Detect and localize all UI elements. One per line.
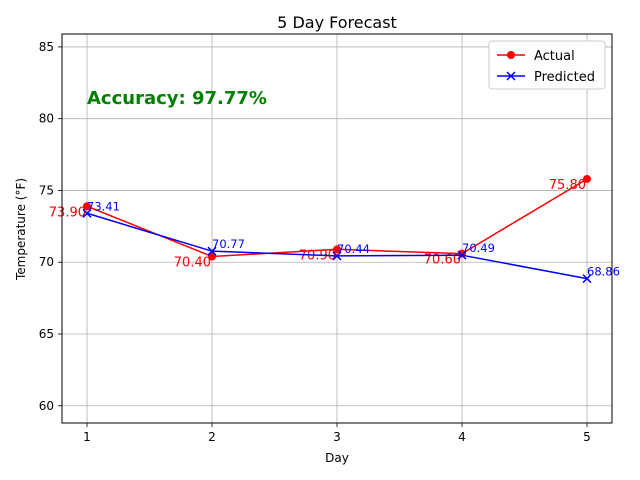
predicted-point (457, 250, 467, 260)
actual-point (208, 252, 216, 261)
legend-actual-label: Actual (534, 49, 575, 64)
actual-point (83, 202, 91, 211)
legend: Actual Predicted (488, 40, 606, 90)
accuracy-annotation: Accuracy: 97.77% (87, 88, 267, 109)
legend-predicted-marker (506, 71, 516, 81)
actual-data-label: 73.90 (49, 205, 86, 220)
y-tick-label: 80 (39, 112, 54, 126)
chart-title: 5 Day Forecast (277, 13, 397, 32)
actual-data-label: 70.40 (174, 255, 211, 270)
x-tick-label: 5 (583, 430, 591, 444)
predicted-point (82, 208, 92, 218)
predicted-data-label: 70.49 (462, 241, 495, 255)
x-axis-label: Day (325, 451, 349, 465)
predicted-data-label: 70.44 (337, 242, 370, 256)
predicted-data-label: 73.41 (87, 199, 120, 213)
actual-data-label: 75.80 (549, 178, 586, 193)
predicted-data-label: 70.77 (212, 237, 245, 251)
predicted-point (207, 246, 217, 256)
legend-box (488, 40, 606, 90)
actual-point (333, 245, 341, 254)
legend-actual-marker (507, 51, 515, 59)
actual-data-label: 70.60 (424, 253, 461, 268)
predicted-point (582, 274, 592, 284)
y-tick-label: 65 (39, 327, 54, 341)
actual-point (583, 174, 591, 183)
axis-ticks: 1 2 3 4 5 60 65 70 75 80 85 (39, 40, 591, 444)
y-tick-label: 75 (39, 183, 54, 197)
x-tick-label: 1 (83, 430, 91, 444)
predicted-point (332, 251, 342, 261)
y-tick-label: 60 (39, 399, 54, 413)
legend-predicted-label: Predicted (534, 70, 595, 85)
x-tick-label: 4 (458, 430, 466, 444)
y-tick-label: 70 (39, 255, 54, 269)
y-tick-label: 85 (39, 40, 54, 54)
x-tick-label: 3 (333, 430, 341, 444)
y-axis-label: Temperature (°F) (14, 178, 28, 281)
predicted-data-label: 68.86 (587, 265, 620, 279)
x-tick-label: 2 (208, 430, 216, 444)
